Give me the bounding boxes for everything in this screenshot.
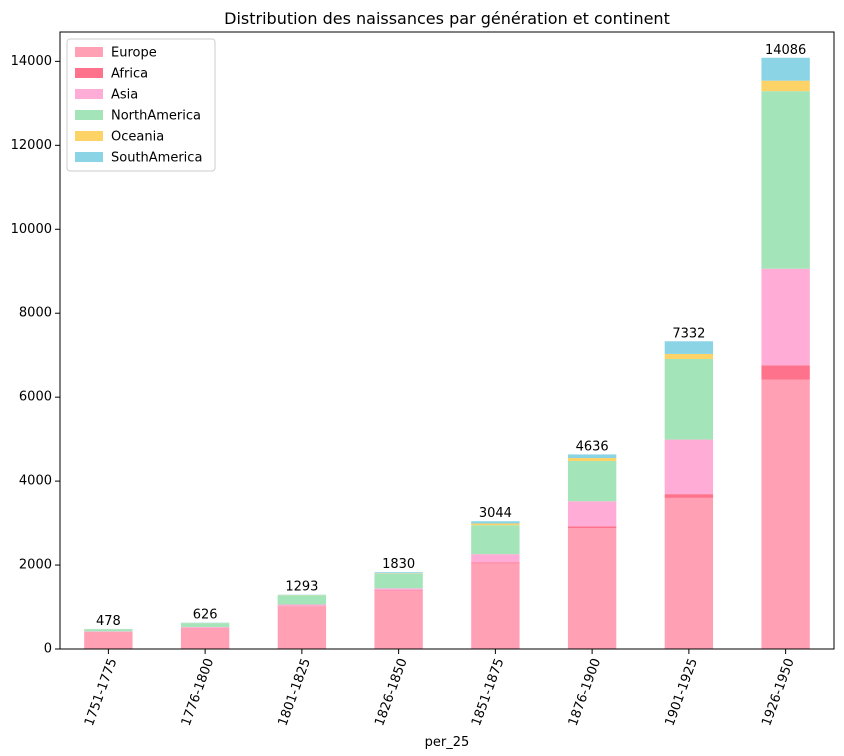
y-axis: 0 2000 4000 6000 8000 10000 12000 14000 [11,54,60,657]
bar-asia-1901-1925 [664,439,714,495]
legend-label-northamerica: NorthAmerica [111,109,201,124]
bar-asia-1751-1775 [84,631,133,633]
bar-asia-1851-1875 [471,554,520,563]
bar-asia-1876-1900 [567,501,617,527]
bar-southamerica-1901-1925 [664,341,714,354]
x-tick-label: 1801-1825 [276,656,314,728]
legend: Europe Africa Asia NorthAmerica Oceania South… [66,38,216,172]
x-axis-label: per_25 [425,735,470,750]
bar-southamerica-1876-1900 [567,454,617,459]
legend-swatch-southamerica [75,152,103,162]
bar-oceania-1876-1900 [567,458,617,461]
legend-label-asia: Asia [111,88,138,103]
bar-africa-1851-1875 [471,562,520,564]
bar-northamerica-1751-1775 [84,629,133,632]
bar-europe-1851-1875 [471,563,520,649]
bar-europe-1751-1775 [84,632,133,649]
x-tick-label: 1826-1850 [372,656,410,728]
y-tick-label: 10000 [11,222,52,237]
bar-africa-1876-1900 [567,526,617,529]
bar-europe-1876-1900 [567,528,617,649]
bar-northamerica-1851-1875 [471,525,520,555]
legend-swatch-asia [75,89,103,99]
total-label-1801-1825: 1293 [285,580,318,595]
x-tick-label: 1876-1900 [566,656,604,728]
y-tick-label: 0 [44,642,52,657]
bar-oceania-1851-1875 [471,523,520,526]
x-tick-label: 1751-1775 [82,656,120,728]
bar-africa-1926-1950 [761,365,810,380]
bar-oceania-1901-1925 [664,353,714,359]
bar-europe-1926-1950 [761,379,810,649]
y-tick-label: 14000 [11,54,52,69]
total-label-1776-1800: 626 [193,608,218,623]
bar-northamerica-1901-1925 [664,358,714,440]
y-tick-label: 4000 [19,474,52,489]
y-tick-label: 8000 [19,306,52,321]
bar-northamerica-1776-1800 [180,623,230,627]
bar-asia-1826-1850 [374,588,423,591]
bar-southamerica-1851-1875 [471,521,520,524]
legend-label-southamerica: SouthAmerica [111,151,202,166]
bar-northamerica-1801-1825 [277,595,327,605]
bar-africa-1901-1925 [664,494,714,498]
bar-northamerica-1926-1950 [761,91,810,269]
x-axis: 1751-1775 1776-1800 1801-1825 1826-1850 1851… [82,649,798,728]
legend-label-oceania: Oceania [111,130,164,145]
legend-swatch-oceania [75,131,103,141]
legend-box [66,38,216,172]
legend-swatch-europe [75,47,103,57]
bar-northamerica-1826-1850 [374,573,423,589]
chart-title: Distribution des naissances par générati… [224,9,670,28]
bar-europe-1776-1800 [180,628,230,649]
bar-asia-1926-1950 [761,268,810,366]
bars-group [84,57,810,649]
legend-label-europe: Europe [111,46,157,61]
total-label-1851-1875: 3044 [479,506,512,521]
legend-label-africa: Africa [111,67,148,82]
bar-europe-1826-1850 [374,591,423,649]
totals-group: 478 626 1293 1830 3044 4636 7332 14086 [96,43,806,629]
y-tick-label: 2000 [19,558,52,573]
bar-northamerica-1876-1900 [567,460,617,502]
x-tick-label: 1776-1800 [179,656,217,728]
bar-southamerica-1826-1850 [374,572,423,574]
total-label-1901-1925: 7332 [672,326,705,341]
bar-southamerica-1926-1950 [761,57,810,81]
bar-oceania-1926-1950 [761,80,810,92]
bar-africa-1826-1850 [374,590,423,592]
legend-swatch-northamerica [75,110,103,120]
x-tick-label: 1901-1925 [663,656,701,728]
bar-europe-1901-1925 [664,497,714,649]
total-label-1751-1775: 478 [96,614,121,629]
x-tick-label: 1851-1875 [469,656,507,728]
legend-swatch-africa [75,68,103,78]
y-tick-label: 6000 [19,390,52,405]
bar-europe-1801-1825 [277,606,327,649]
bar-asia-1801-1825 [277,604,327,607]
bar-asia-1776-1800 [180,626,230,628]
total-label-1826-1850: 1830 [382,557,415,572]
x-tick-label: 1926-1950 [759,656,797,728]
plot-frame [59,31,835,650]
total-label-1926-1950: 14086 [765,43,806,58]
y-tick-label: 12000 [11,138,52,153]
total-label-1876-1900: 4636 [576,439,609,454]
